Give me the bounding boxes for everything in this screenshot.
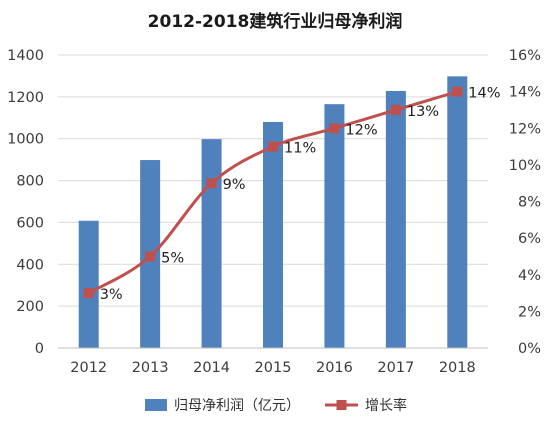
right-tick-label: 2% — [518, 304, 541, 320]
growth-data-label: 14% — [468, 86, 500, 102]
left-tick-label: 400 — [16, 257, 44, 273]
bar-2016 — [324, 104, 345, 348]
legend: 归母净利润（亿元） 增长率 — [145, 397, 407, 414]
right-tick-label: 6% — [518, 231, 541, 247]
growth-data-label: 11% — [284, 141, 316, 157]
left-tick-label: 800 — [16, 174, 44, 190]
right-tick-label: 4% — [518, 268, 541, 284]
x-axis: 2012 2013 2014 2015 2016 2017 2018 — [58, 347, 488, 376]
left-axis: 0 200 400 600 800 1000 1200 1400 — [7, 48, 44, 357]
left-tick-label: 1200 — [7, 90, 44, 106]
x-tick-label: 2014 — [193, 360, 230, 376]
growth-data-label: 13% — [407, 104, 439, 120]
right-tick-label: 10% — [509, 158, 541, 174]
x-tick-label: 2015 — [255, 360, 292, 376]
x-tick-label: 2018 — [439, 360, 476, 376]
bar-series — [78, 76, 468, 349]
x-tick-label: 2017 — [377, 360, 414, 376]
bar-2014 — [201, 139, 222, 348]
growth-marker-2012 — [83, 288, 94, 299]
left-tick-label: 200 — [16, 299, 44, 315]
growth-marker-2018 — [452, 86, 463, 97]
left-tick-label: 600 — [16, 215, 44, 231]
bar-2018 — [447, 76, 468, 349]
right-tick-label: 8% — [518, 195, 541, 211]
legend-line-marker — [336, 400, 347, 410]
right-tick-label: 12% — [509, 121, 541, 137]
x-tick-label: 2016 — [316, 360, 353, 376]
growth-data-label: 3% — [100, 287, 123, 303]
legend-line-label: 增长率 — [365, 397, 407, 414]
legend-bar-swatch — [145, 399, 167, 411]
bar-2015 — [263, 121, 283, 348]
growth-marker-2017 — [390, 104, 401, 115]
left-tick-label: 1000 — [7, 132, 44, 148]
right-tick-label: 16% — [509, 48, 541, 64]
legend-bar-label: 归母净利润（亿元） — [174, 397, 300, 414]
line-series: 3% 5% 9% 11% 12% 13% 14% — [83, 86, 501, 303]
right-tick-label: 14% — [509, 85, 541, 101]
growth-marker-2013 — [145, 251, 156, 262]
chart-title: 2012-2018建筑行业归母净利润 — [148, 11, 403, 32]
growth-data-label: 12% — [345, 122, 377, 138]
x-tick-label: 2012 — [70, 360, 107, 376]
growth-marker-2014 — [206, 178, 217, 189]
bar-2017 — [385, 90, 406, 349]
right-axis: 0% 2% 4% 6% 8% 10% 12% 14% 16% — [509, 48, 541, 357]
growth-data-label: 5% — [161, 250, 184, 266]
x-tick-label: 2013 — [132, 360, 169, 376]
growth-data-label: 9% — [223, 177, 246, 193]
left-tick-label: 1400 — [7, 48, 44, 64]
bar-2012 — [78, 220, 99, 348]
left-tick-label: 0 — [35, 341, 44, 357]
growth-marker-2016 — [329, 123, 340, 134]
growth-marker-2015 — [268, 141, 278, 152]
right-tick-label: 0% — [518, 341, 541, 357]
